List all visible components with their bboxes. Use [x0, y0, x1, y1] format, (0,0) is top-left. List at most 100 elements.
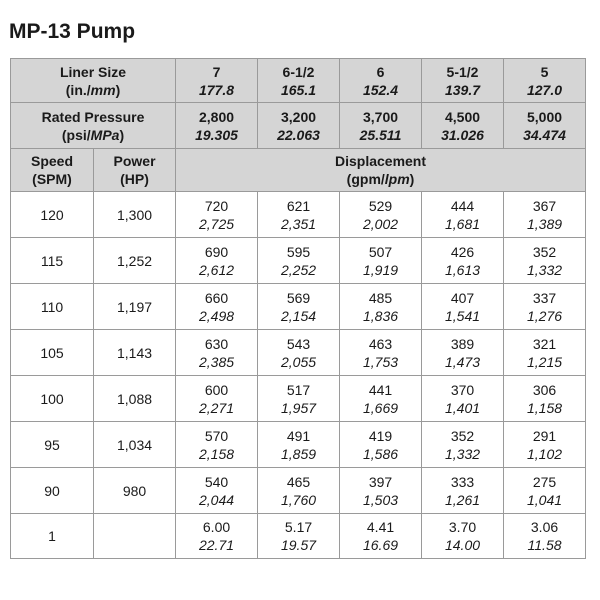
displacement-header: Displacement (gpm/lpm) — [175, 148, 587, 192]
displacement-lpm: 1,332 — [526, 261, 563, 278]
displacement-cell: 370 1,401 — [421, 375, 505, 422]
power-cell: 1,197 — [92, 283, 177, 330]
displacement-lpm: 1,503 — [362, 491, 399, 508]
displacement-lpm: 2,252 — [280, 261, 317, 278]
displacement-gpm: 529 — [368, 197, 393, 214]
displacement-lpm: 1,919 — [362, 261, 399, 278]
liner-size-row: Liner Size (in./mm) 7 177.8 6-1/2 165.1 6 152… — [9, 58, 587, 103]
displacement-lpm: 1,541 — [444, 307, 481, 324]
displacement-gpm: 690 — [204, 243, 229, 260]
displacement-lpm: 2,351 — [280, 215, 317, 232]
displacement-cell: 529 2,002 — [339, 191, 423, 238]
displacement-lpm: 2,154 — [280, 307, 317, 324]
speed-cell: 115 — [10, 237, 94, 284]
speed-cell: 105 — [10, 329, 94, 376]
speed-cell: 95 — [10, 421, 94, 468]
displacement-gpm: 426 — [450, 243, 475, 260]
displacement-unit-close: ) — [409, 171, 415, 187]
displacement-gpm: 543 — [286, 335, 311, 352]
displacement-gpm: 540 — [204, 473, 229, 490]
displacement-cell: 621 2,351 — [257, 191, 341, 238]
displacement-gpm: 419 — [368, 427, 393, 444]
table-row: 1 6.00 22.71 5.17 19.57 4.41 16.69 3.70 14.00 3.0… — [10, 513, 587, 559]
displacement-lpm: 1,102 — [526, 445, 563, 462]
displacement-lpm: 1,389 — [526, 215, 563, 232]
liner-size-in: 7 — [212, 63, 221, 80]
displacement-cell: 352 1,332 — [503, 237, 587, 284]
displacement-cell: 419 1,586 — [339, 421, 423, 468]
displacement-gpm: 352 — [450, 427, 475, 444]
displacement-cell: 570 2,158 — [175, 421, 259, 468]
rated-pressure-mpa: 22.063 — [277, 126, 320, 143]
displacement-cell: 569 2,154 — [257, 283, 341, 330]
displacement-gpm: 367 — [532, 197, 557, 214]
displacement-cell: 389 1,473 — [421, 329, 505, 376]
displacement-cell: 291 1,102 — [503, 421, 587, 468]
liner-size-in: 5 — [540, 63, 549, 80]
displacement-cell: 3.06 11.58 — [503, 513, 587, 559]
power-header: Power (HP) — [92, 148, 177, 192]
liner-size-in: 5-1/2 — [446, 63, 479, 80]
displacement-cell: 517 1,957 — [257, 375, 341, 422]
displacement-gpm: 306 — [532, 381, 557, 398]
pump-spec-table: Liner Size (in./mm) 7 177.8 6-1/2 165.1 6 152… — [9, 58, 587, 559]
displacement-cell: 367 1,389 — [503, 191, 587, 238]
speed-header: Speed (SPM) — [10, 148, 94, 192]
table-row: 95 1,034 570 2,158 491 1,859 419 1,586 352 1,332 2… — [10, 421, 587, 468]
displacement-cell: 275 1,041 — [503, 467, 587, 514]
displacement-lpm: 1,681 — [444, 215, 481, 232]
displacement-cell: 407 1,541 — [421, 283, 505, 330]
displacement-gpm: 463 — [368, 335, 393, 352]
liner-size-cell: 5 127.0 — [503, 58, 587, 103]
displacement-cell: 465 1,760 — [257, 467, 341, 514]
displacement-cell: 397 1,503 — [339, 467, 423, 514]
displacement-lpm: 1,836 — [362, 307, 399, 324]
speed-cell: 110 — [10, 283, 94, 330]
speed-cell: 1 — [10, 513, 94, 559]
liner-unit-close: ) — [115, 81, 121, 98]
power-cell: 1,252 — [92, 237, 177, 284]
displacement-lpm: 1,332 — [444, 445, 481, 462]
displacement-gpm: 291 — [532, 427, 557, 444]
table-row: 110 1,197 660 2,498 569 2,154 485 1,836 407 1,541… — [10, 283, 587, 330]
displacement-lpm: 2,271 — [198, 399, 235, 416]
power-cell — [92, 513, 177, 559]
table-row: 100 1,088 600 2,271 517 1,957 441 1,669 370 1,401… — [10, 375, 587, 422]
displacement-lpm: 2,002 — [362, 215, 399, 232]
displacement-lpm: 1,158 — [526, 399, 563, 416]
rated-pressure-cell: 5,000 34.474 — [503, 102, 587, 149]
displacement-lpm: 11.58 — [527, 537, 562, 553]
displacement-gpm: 491 — [286, 427, 311, 444]
displacement-gpm: 720 — [204, 197, 229, 214]
displacement-lpm: 14.00 — [444, 537, 481, 553]
displacement-lpm: 1,586 — [362, 445, 399, 462]
displacement-gpm: 441 — [368, 381, 393, 398]
speed-cell: 120 — [10, 191, 94, 238]
rated-unit-psi: (psi/ — [61, 126, 91, 143]
displacement-gpm: 5.17 — [284, 519, 313, 535]
displacement-gpm: 370 — [450, 381, 475, 398]
displacement-gpm: 3.06 — [530, 519, 559, 535]
displacement-cell: 543 2,055 — [257, 329, 341, 376]
displacement-lpm: 1,041 — [526, 491, 563, 508]
displacement-lpm: 1,957 — [280, 399, 317, 416]
liner-size-label: Liner Size (in./mm) — [9, 58, 177, 103]
power-header-unit: (HP) — [120, 171, 149, 187]
displacement-cell: 337 1,276 — [503, 283, 587, 330]
displacement-gpm: 621 — [286, 197, 311, 214]
displacement-lpm: 1,613 — [444, 261, 481, 278]
displacement-cell: 491 1,859 — [257, 421, 341, 468]
speed-header-text: Speed — [30, 153, 73, 169]
liner-size-mm: 165.1 — [280, 81, 317, 98]
displacement-header-unit: (gpm/lpm) — [176, 170, 585, 188]
displacement-cell: 595 2,252 — [257, 237, 341, 284]
displacement-lpm: 1,473 — [444, 353, 481, 370]
displacement-gpm: 407 — [450, 289, 475, 306]
power-header-text: Power — [113, 153, 156, 169]
rated-pressure-unit: (psi/MPa) — [11, 126, 175, 144]
table-row: 90 980 540 2,044 465 1,760 397 1,503 333 1,261 275… — [10, 467, 587, 514]
displacement-cell: 660 2,498 — [175, 283, 259, 330]
displacement-gpm: 275 — [532, 473, 557, 490]
displacement-gpm: 570 — [204, 427, 229, 444]
rated-pressure-mpa: 19.305 — [195, 126, 238, 143]
